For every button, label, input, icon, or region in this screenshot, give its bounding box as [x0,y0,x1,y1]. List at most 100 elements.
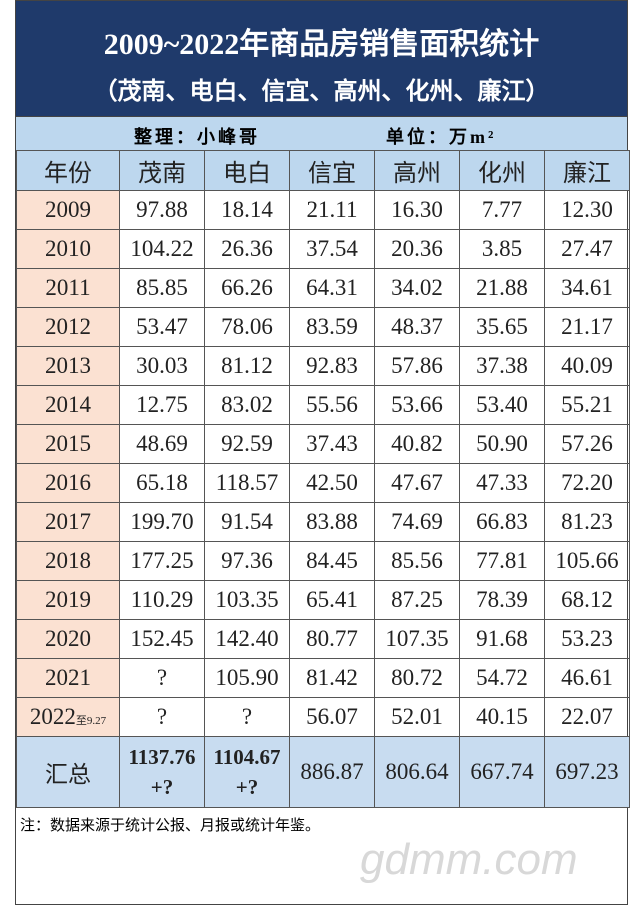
value-cell: ? [119,658,205,698]
value-cell: 34.02 [374,268,460,308]
year-cell: 2015 [16,424,120,464]
year-note: 至9.27 [75,715,107,727]
value-cell: 85.85 [119,268,205,308]
year-cell: 2017 [16,502,120,542]
unit: 单位：万m² [386,127,497,147]
total-cell: 1104.67 +? [204,736,290,808]
header-row: 年份 茂南 电白 信宜 高州 化州 廉江 [16,150,630,191]
year: 2013 [45,353,91,378]
value-cell: 83.02 [204,385,290,425]
value-cell: 81.23 [544,502,630,542]
data-row: 2020 152.45 142.40 80.77 107.35 91.68 53.23 [16,619,630,659]
year: 2019 [45,587,91,612]
value-cell: 27.47 [544,229,630,269]
year-cell: 2016 [16,463,120,503]
value-cell: 16.30 [374,190,460,230]
year: 2022 [29,704,76,729]
value-cell: 66.83 [459,502,545,542]
value-cell: 66.26 [204,268,290,308]
total-value: 886.87 [300,759,364,784]
value-cell: 54.72 [459,658,545,698]
value-cell: 53.47 [119,307,205,347]
total-cell: 667.74 [459,736,545,808]
value-cell: 199.70 [119,502,205,542]
value-cell: 81.12 [204,346,290,386]
value-cell: 57.86 [374,346,460,386]
watermark: gdmm.com [360,835,578,884]
column-header: 年份 [16,150,120,191]
value-cell: 52.01 [374,697,460,737]
value-cell: 34.61 [544,268,630,308]
sheet: 2009~2022年商品房销售面积统计 （茂南、电白、信宜、高州、化州、廉江） … [15,0,630,905]
value-cell: 152.45 [119,619,205,659]
data-row: 2010 104.22 26.36 37.54 20.36 3.85 27.47 [16,229,630,269]
column-header: 信宜 [289,150,375,191]
year-cell: 2011 [16,268,120,308]
year-cell: 2019 [16,580,120,620]
year-cell: 2009 [16,190,120,230]
value-cell: 91.54 [204,502,290,542]
value-cell: 57.26 [544,424,630,464]
year-cell: 2010 [16,229,120,269]
value-cell: 26.36 [204,229,290,269]
value-cell: 74.69 [374,502,460,542]
value-cell: 42.50 [289,463,375,503]
data-row: 2015 48.69 92.59 37.43 40.82 50.90 57.26 [16,424,630,464]
year: 2021 [45,665,91,690]
value-cell: 105.66 [544,541,630,581]
data-row: 2013 30.03 81.12 92.83 57.86 37.38 40.09 [16,346,630,386]
value-cell: 80.72 [374,658,460,698]
year: 2020 [45,626,91,651]
total-label: 汇总 [16,736,120,808]
value-cell: 64.31 [289,268,375,308]
value-cell: 55.21 [544,385,630,425]
year-cell: 2012 [16,307,120,347]
total-row: 汇总 1137.76 +? 1104.67 +? 886.87 806.64 667.74 69… [16,736,630,808]
total-value: 1104.67 [213,745,281,769]
year: 2018 [45,548,91,573]
year: 2016 [45,470,91,495]
value-cell: 68.12 [544,580,630,620]
year: 2012 [45,314,91,339]
data-row: 2019 110.29 103.35 65.41 87.25 78.39 68.12 [16,580,630,620]
year-cell: 2014 [16,385,120,425]
value-cell: 65.41 [289,580,375,620]
value-cell: 83.59 [289,307,375,347]
value-cell: 78.06 [204,307,290,347]
value-cell: 35.65 [459,307,545,347]
value-cell: 53.66 [374,385,460,425]
value-cell: 55.56 [289,385,375,425]
data-row: 2012 53.47 78.06 83.59 48.37 35.65 21.17 [16,307,630,347]
year-cell: 2020 [16,619,120,659]
value-cell: 12.30 [544,190,630,230]
year: 2010 [45,236,91,261]
value-cell: 53.23 [544,619,630,659]
table: 年份 茂南 电白 信宜 高州 化州 廉江 2009 97.88 18.14 21.11 16.30 7.… [16,150,630,808]
credit: 整理：小峰哥 [134,127,260,147]
value-cell: 46.61 [544,658,630,698]
year: 2017 [45,509,91,534]
note: 注：数据来源于统计公报、月报或统计年鉴。 [20,816,321,834]
value-cell: 12.75 [119,385,205,425]
value-cell: 105.90 [204,658,290,698]
data-row: 2014 12.75 83.02 55.56 53.66 53.40 55.21 [16,385,630,425]
value-cell: 30.03 [119,346,205,386]
total-cell: 697.23 [544,736,630,808]
info-row: 整理：小峰哥 单位：万m² [16,116,627,150]
value-cell: 40.09 [544,346,630,386]
total-extra: +? [150,775,174,799]
value-cell: 177.25 [119,541,205,581]
value-cell: 81.42 [289,658,375,698]
value-cell: 21.11 [289,190,375,230]
total-value: 697.23 [555,759,619,784]
value-cell: 18.14 [204,190,290,230]
value-cell: 40.15 [459,697,545,737]
data-row: 2017 199.70 91.54 83.88 74.69 66.83 81.23 [16,502,630,542]
title: 2009~2022年商品房销售面积统计 [103,28,540,61]
value-cell: 142.40 [204,619,290,659]
column-header: 电白 [204,150,290,191]
value-cell: ? [204,697,290,737]
value-cell: 107.35 [374,619,460,659]
value-cell: 91.68 [459,619,545,659]
value-cell: 50.90 [459,424,545,464]
